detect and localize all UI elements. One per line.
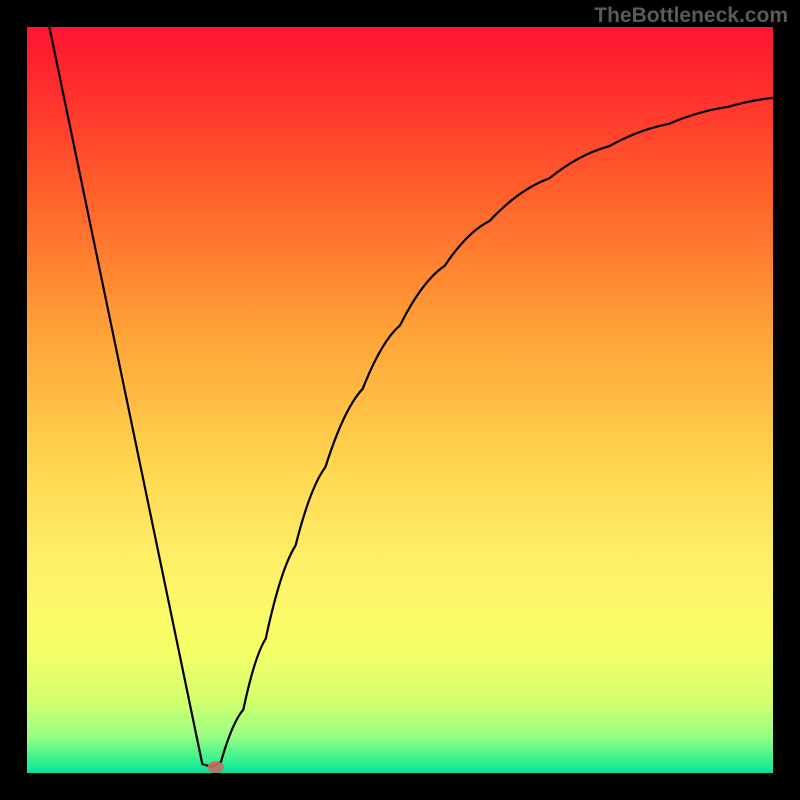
plot-background: [27, 27, 773, 773]
bottleneck-chart: TheBottleneck.com: [0, 0, 800, 800]
border-right: [773, 0, 800, 800]
watermark-text: TheBottleneck.com: [594, 4, 788, 28]
border-bottom: [0, 773, 800, 800]
minimum-marker: [208, 761, 224, 773]
chart-svg: [0, 0, 800, 800]
border-left: [0, 0, 27, 800]
